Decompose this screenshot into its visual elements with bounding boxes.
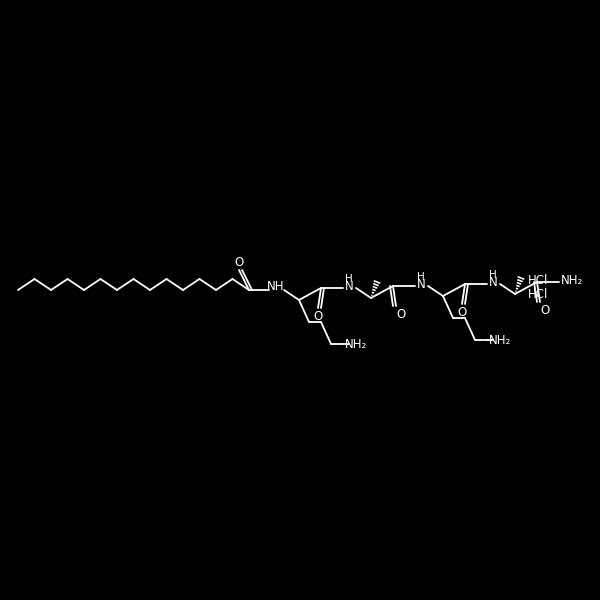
Text: NH₂: NH₂ bbox=[489, 334, 511, 346]
Text: N: N bbox=[488, 277, 497, 289]
Text: O: O bbox=[235, 256, 244, 269]
Text: O: O bbox=[397, 307, 406, 320]
Text: NH₂: NH₂ bbox=[345, 337, 367, 350]
Text: O: O bbox=[457, 305, 467, 319]
Text: HCl: HCl bbox=[528, 274, 548, 286]
Text: N: N bbox=[416, 278, 425, 292]
Text: NH₂: NH₂ bbox=[561, 275, 583, 287]
Text: H: H bbox=[489, 270, 497, 280]
Text: HCl: HCl bbox=[528, 289, 548, 301]
Text: NH: NH bbox=[267, 280, 285, 293]
Text: N: N bbox=[344, 280, 353, 293]
Text: H: H bbox=[417, 272, 425, 282]
Text: O: O bbox=[313, 310, 323, 323]
Text: O: O bbox=[541, 304, 550, 317]
Text: H: H bbox=[345, 274, 353, 284]
